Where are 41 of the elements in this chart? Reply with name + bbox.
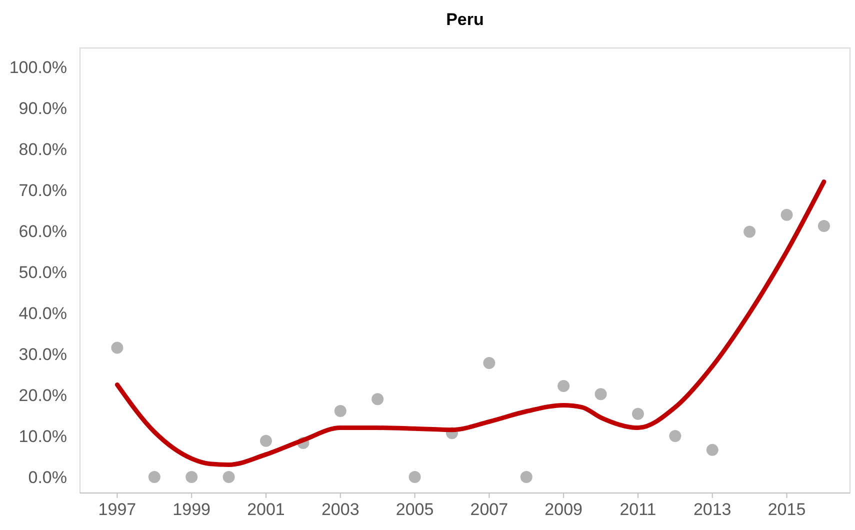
y-tick-label: 40.0% <box>18 304 67 323</box>
line-series <box>114 179 826 467</box>
point <box>260 434 272 447</box>
y-tick-label: 20.0% <box>18 386 67 405</box>
point <box>372 393 384 406</box>
x-tick-label: 2015 <box>768 500 806 519</box>
y-tick-label: 60.0% <box>18 222 67 241</box>
point <box>780 208 793 221</box>
x-tick-label: 2013 <box>693 500 732 519</box>
y-tick-label: 0.0% <box>28 468 67 488</box>
y-tick-label: 30.0% <box>18 344 67 364</box>
x-tick-label: 2009 <box>544 500 582 519</box>
x-tick-label: 2003 <box>321 500 360 519</box>
point <box>594 388 607 400</box>
point <box>520 471 532 484</box>
point <box>408 471 421 484</box>
chart-title: Peru <box>446 10 484 29</box>
y-tick-label: 70.0% <box>18 180 67 200</box>
x-tick-label: 1997 <box>98 500 136 519</box>
point <box>111 342 124 354</box>
point <box>669 430 682 442</box>
y-tick-label: 50.0% <box>18 262 67 282</box>
point <box>186 471 198 484</box>
point <box>706 444 718 456</box>
x-tick-label: 2005 <box>396 500 434 519</box>
x-tick-label: 2007 <box>470 500 508 519</box>
x-tick-label: 2011 <box>620 500 656 519</box>
point <box>744 226 756 238</box>
point <box>148 471 160 484</box>
point <box>558 380 570 392</box>
point <box>632 408 644 420</box>
point <box>334 404 346 417</box>
y-tick-label: 100.0% <box>9 58 67 77</box>
y-tick-label: 10.0% <box>18 426 67 446</box>
x-tick-label: 1999 <box>172 500 211 519</box>
y-tick-label: 90.0% <box>18 98 67 118</box>
point <box>483 356 496 369</box>
x-tick-label: 2001 <box>247 500 285 519</box>
y-tick-label: 80.0% <box>18 140 67 159</box>
point <box>222 471 235 484</box>
point <box>818 220 830 232</box>
